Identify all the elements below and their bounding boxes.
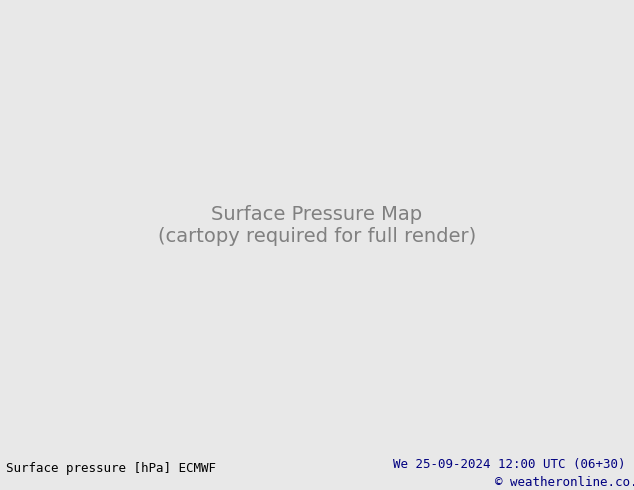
Text: Surface Pressure Map
(cartopy required for full render): Surface Pressure Map (cartopy required f…: [158, 205, 476, 246]
Text: © weatheronline.co.uk: © weatheronline.co.uk: [495, 476, 634, 489]
Text: We 25-09-2024 12:00 UTC (06+30): We 25-09-2024 12:00 UTC (06+30): [393, 458, 626, 471]
Text: Surface pressure [hPa] ECMWF: Surface pressure [hPa] ECMWF: [6, 462, 216, 475]
